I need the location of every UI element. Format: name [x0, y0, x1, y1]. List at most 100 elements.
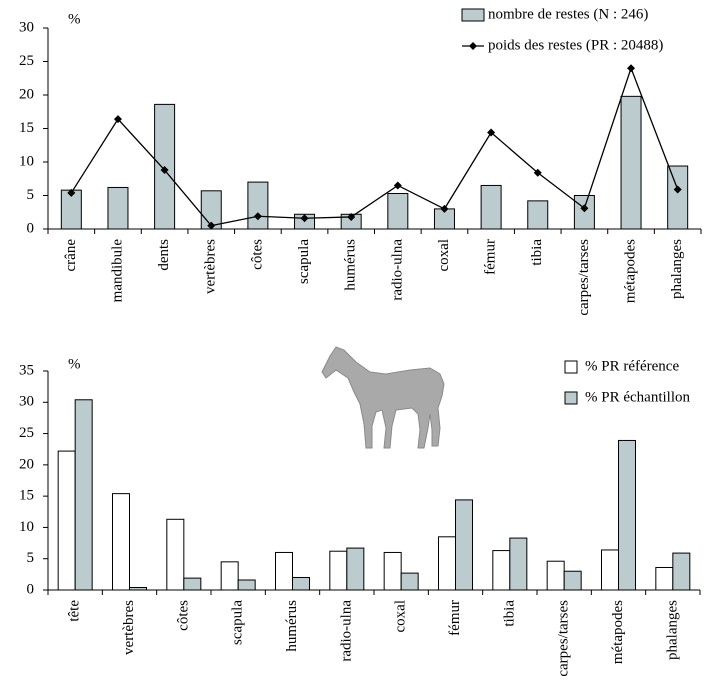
x-tick-label: coxal — [436, 239, 452, 271]
y-tick-label: 20 — [19, 86, 34, 102]
line-marker — [487, 128, 496, 137]
x-tick-label: phalanges — [664, 600, 680, 660]
x-tick-label: humérus — [343, 239, 359, 291]
x-tick-label: tête — [67, 600, 83, 622]
x-tick-label: scapula — [230, 600, 246, 645]
x-tick-label: côtes — [175, 600, 191, 631]
y-tick-label: 0 — [27, 220, 35, 236]
bar — [74, 399, 93, 591]
bar — [563, 570, 582, 591]
legend-swatch — [564, 360, 578, 374]
y-tick-label: 25 — [19, 425, 34, 441]
unit-label: % — [68, 356, 81, 372]
x-tick-label: dents — [156, 239, 172, 271]
line-marker — [440, 204, 449, 213]
x-tick-label: humérus — [284, 600, 300, 652]
bar — [601, 549, 619, 591]
y-tick-label: 15 — [19, 488, 34, 504]
bar — [438, 536, 456, 591]
line-marker — [673, 185, 682, 194]
x-tick-label: tibia — [529, 239, 545, 266]
legend-marker — [469, 42, 477, 50]
line-marker — [627, 64, 636, 73]
y-tick-label: 5 — [27, 187, 35, 203]
bar — [107, 186, 129, 230]
line-marker — [160, 166, 169, 175]
x-tick-label: tibia — [501, 600, 517, 627]
bar — [57, 450, 76, 591]
bar — [387, 192, 409, 230]
y-tick-label: 20 — [19, 456, 34, 472]
x-tick-label: radio-ulna — [338, 600, 354, 662]
bar — [183, 577, 202, 591]
bar — [292, 576, 310, 591]
bar — [492, 550, 511, 591]
line-marker — [300, 214, 309, 223]
y-tick-label: 15 — [19, 120, 34, 136]
line-marker — [207, 221, 216, 230]
bar — [166, 518, 185, 591]
bar — [220, 561, 239, 591]
line-marker — [253, 212, 262, 221]
legend-label: % PR échantillon — [585, 389, 690, 405]
x-tick-label: métapodes — [610, 600, 626, 664]
bar — [383, 551, 402, 591]
legend-label: poids des restes (PR : 20488) — [488, 37, 663, 53]
x-tick-label: fémur — [447, 600, 463, 636]
bar — [573, 195, 595, 230]
bar — [247, 181, 269, 230]
y-tick-label: 5 — [27, 550, 35, 566]
bar — [346, 547, 365, 591]
x-tick-label: vertèbres — [121, 600, 137, 655]
unit-label: % — [68, 11, 81, 27]
bar — [455, 499, 473, 591]
x-tick-label: métapodes — [622, 239, 638, 303]
y-tick-label: 35 — [19, 362, 34, 378]
bar — [618, 439, 636, 591]
bar — [527, 200, 549, 230]
legend-label: nombre de restes (N : 246) — [488, 6, 648, 22]
x-tick-label: carpes/tarses — [576, 239, 592, 316]
line-marker — [393, 181, 402, 190]
bar — [509, 537, 528, 591]
bar — [672, 552, 691, 591]
y-tick-label: 0 — [27, 581, 35, 597]
y-tick-label: 10 — [19, 519, 34, 535]
x-tick-label: côtes — [249, 239, 265, 270]
bar — [480, 184, 502, 230]
line-marker — [67, 188, 76, 197]
bar — [112, 493, 130, 591]
x-tick-label: fémur — [483, 239, 499, 275]
x-tick-label: coxal — [393, 600, 409, 632]
bar — [400, 572, 419, 591]
line-marker — [347, 212, 356, 221]
x-tick-label: mandibule — [109, 239, 125, 303]
x-tick-label: vertèbres — [203, 239, 219, 294]
y-tick-label: 30 — [19, 394, 34, 410]
legend-label: % PR référence — [585, 358, 679, 374]
bar — [546, 560, 565, 591]
legend-swatch — [564, 391, 578, 405]
y-tick-label: 25 — [19, 53, 34, 69]
line-marker — [113, 115, 122, 124]
line-marker — [580, 204, 589, 213]
x-tick-label: crâne — [63, 239, 79, 272]
x-tick-label: radio-ulna — [389, 239, 405, 301]
bar — [329, 550, 348, 591]
x-tick-label: carpes/tarses — [556, 600, 572, 677]
line — [70, 66, 679, 227]
x-tick-label: phalanges — [669, 239, 685, 299]
x-tick-label: scapula — [296, 239, 312, 284]
legend-swatch — [461, 8, 485, 22]
horse-silhouette — [321, 346, 445, 449]
y-tick-label: 10 — [19, 153, 34, 169]
bar — [655, 566, 674, 591]
bar — [620, 95, 642, 230]
bar — [667, 165, 689, 230]
bar — [129, 586, 147, 591]
y-tick-label: 30 — [19, 19, 34, 35]
bar — [237, 579, 256, 591]
line-marker — [533, 168, 542, 177]
bar — [275, 551, 293, 591]
